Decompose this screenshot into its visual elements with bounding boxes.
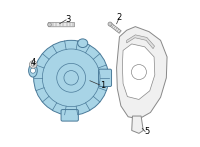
- Text: 2: 2: [117, 14, 122, 22]
- Circle shape: [30, 68, 36, 73]
- Text: 1: 1: [100, 81, 106, 90]
- Text: 5: 5: [144, 127, 149, 136]
- Polygon shape: [109, 23, 121, 33]
- FancyBboxPatch shape: [48, 22, 75, 27]
- Circle shape: [57, 63, 86, 92]
- Circle shape: [29, 61, 37, 68]
- Text: 4: 4: [31, 58, 36, 67]
- Circle shape: [108, 22, 112, 26]
- Circle shape: [34, 40, 109, 115]
- FancyBboxPatch shape: [99, 69, 112, 86]
- Text: 3: 3: [66, 15, 71, 24]
- Polygon shape: [122, 44, 155, 100]
- Polygon shape: [117, 27, 167, 119]
- Circle shape: [48, 23, 51, 26]
- Polygon shape: [127, 35, 155, 49]
- Circle shape: [131, 65, 146, 80]
- Circle shape: [31, 62, 35, 66]
- Ellipse shape: [78, 39, 88, 47]
- Ellipse shape: [29, 64, 37, 77]
- FancyBboxPatch shape: [61, 110, 78, 121]
- Polygon shape: [132, 116, 143, 133]
